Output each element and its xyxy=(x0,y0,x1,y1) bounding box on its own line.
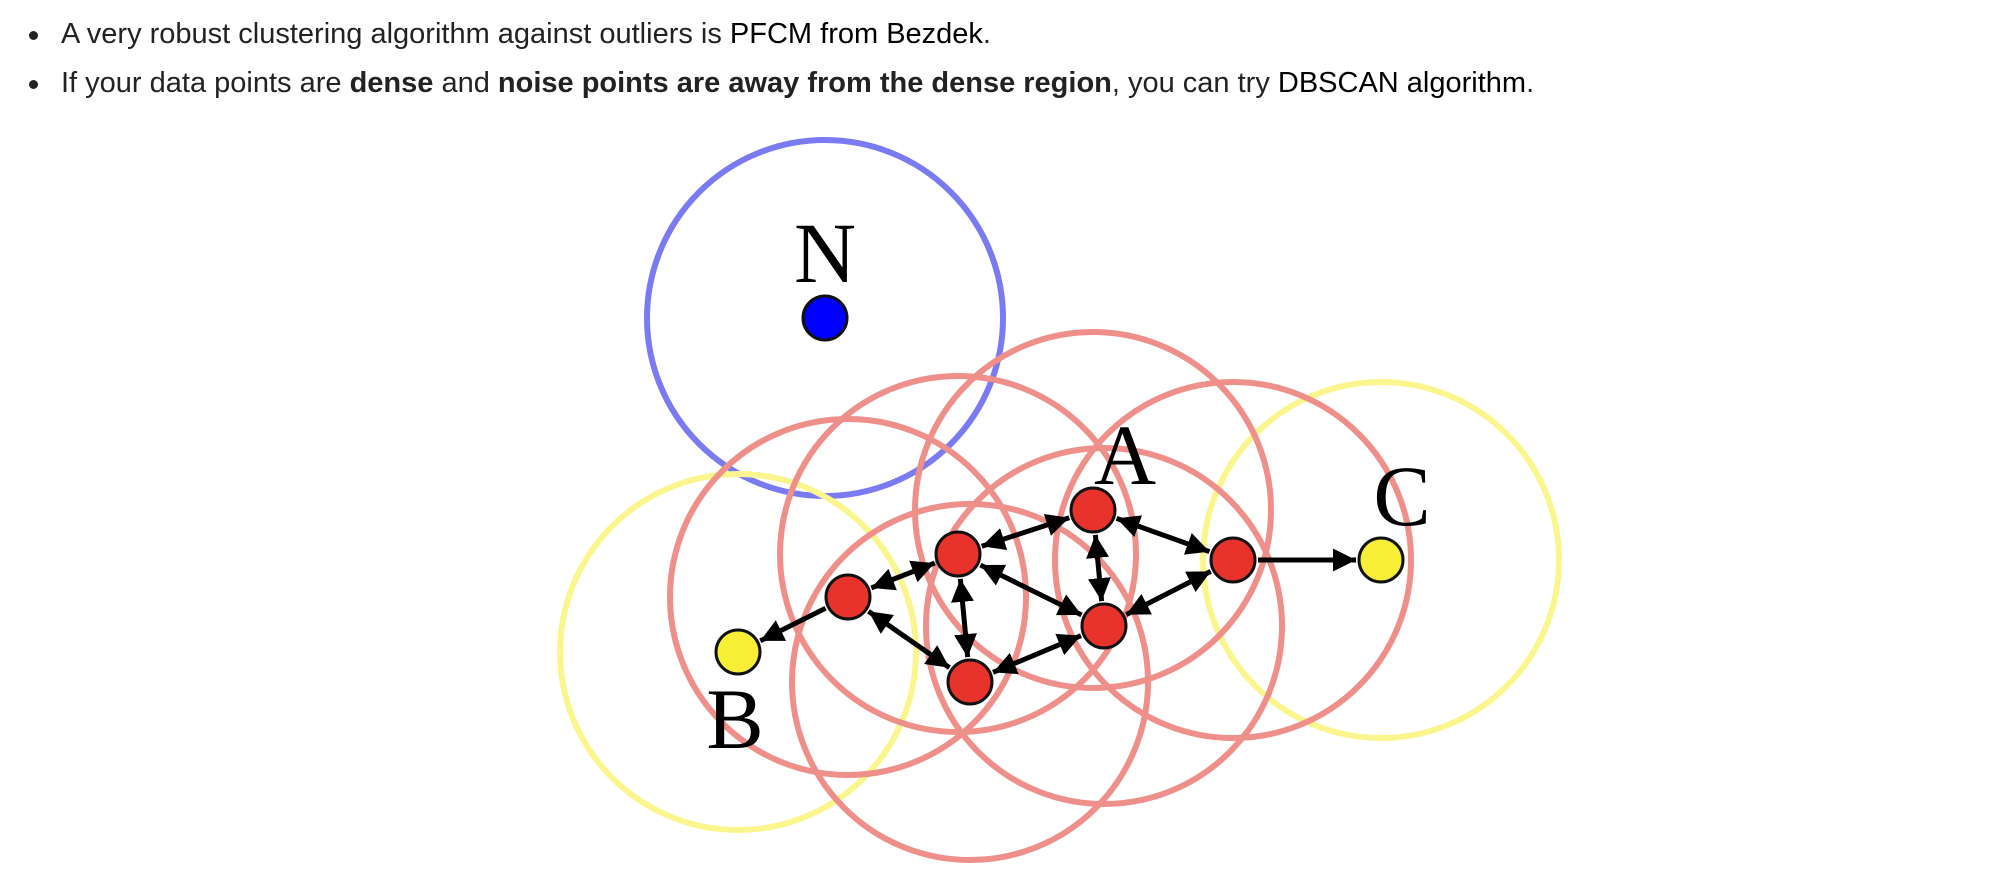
core-point xyxy=(1209,536,1257,584)
bullet-text: If your data points are xyxy=(61,67,350,99)
core-radius-circle xyxy=(789,501,1151,863)
reachability-arrow xyxy=(979,562,1083,618)
core-point xyxy=(1069,486,1117,534)
label-border-left: B xyxy=(706,671,763,767)
reachability-arrow xyxy=(867,609,951,670)
noise-point xyxy=(801,294,849,342)
border-point xyxy=(1357,536,1405,584)
bullet-text-and: and xyxy=(433,67,498,99)
bullet-dot xyxy=(29,31,38,40)
bullet-text-end: . xyxy=(982,18,991,50)
border-radius-circle xyxy=(1200,379,1562,741)
label-noise: N xyxy=(794,205,856,301)
bold-noise-away: noise points are away from the dense reg… xyxy=(497,67,1112,99)
reachability-arrow xyxy=(951,578,977,658)
bullet-item-dbscan: If your data points are dense and noise … xyxy=(0,59,1534,108)
pfcm-link[interactable]: PFCM from Bezdek xyxy=(729,18,983,50)
label-core: A xyxy=(1094,407,1156,503)
core-point xyxy=(824,573,872,621)
core-point xyxy=(946,658,994,706)
label-border-right: C xyxy=(1373,448,1430,544)
reachability-arrow xyxy=(1115,515,1211,555)
border-point xyxy=(714,628,762,676)
dbscan-link[interactable]: DBSCAN algorithm xyxy=(1277,67,1527,99)
core-point xyxy=(1080,602,1128,650)
reachability-arrow xyxy=(1086,534,1111,602)
bullet-text-try: , you can try xyxy=(1111,67,1278,99)
bullet-list: A very robust clustering algorithm again… xyxy=(0,10,1534,108)
bold-dense: dense xyxy=(349,67,434,99)
bullet-dot xyxy=(29,80,38,89)
core-point xyxy=(934,530,982,578)
bullet-item-pfcm: A very robust clustering algorithm again… xyxy=(0,10,1534,59)
core-radius-circle xyxy=(1052,379,1414,741)
reachability-arrow xyxy=(1125,569,1212,617)
bullet-text: A very robust clustering algorithm again… xyxy=(61,18,730,50)
reachability-arrow xyxy=(980,513,1071,551)
reachability-arrow xyxy=(992,633,1082,675)
reachability-arrow xyxy=(870,560,936,591)
bullet-text-end: . xyxy=(1526,67,1535,99)
border-arrow xyxy=(759,605,827,644)
